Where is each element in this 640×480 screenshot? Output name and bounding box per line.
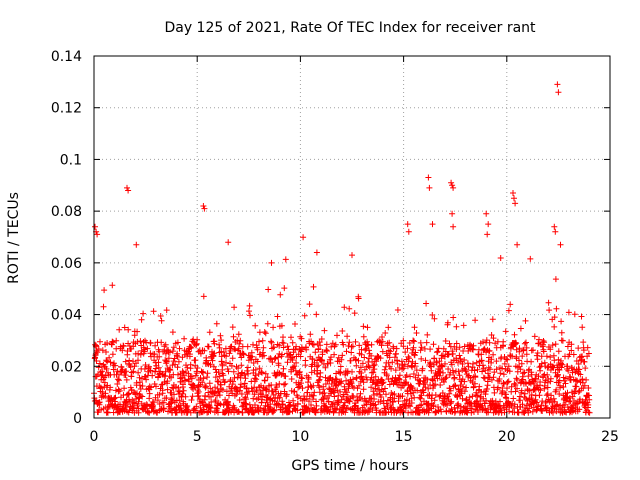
- x-tick-label: 5: [193, 429, 202, 445]
- y-tick-label: 0.06: [51, 256, 82, 272]
- data-point-markers: [91, 81, 593, 416]
- x-tick-label: 20: [498, 429, 516, 445]
- y-tick-label: 0.02: [51, 359, 82, 375]
- y-tick-label: 0.1: [60, 152, 82, 168]
- x-tick-label: 25: [601, 429, 619, 445]
- x-tick-label: 15: [395, 429, 413, 445]
- y-axis-label: ROTI / TECUs: [6, 192, 22, 284]
- axis-ticks: [93, 55, 611, 419]
- data-points: [91, 81, 593, 416]
- y-tick-label: 0.04: [51, 308, 82, 324]
- y-tick-label: 0: [73, 411, 82, 427]
- x-tick-label: 0: [90, 429, 99, 445]
- y-tick-label: 0.14: [51, 49, 82, 65]
- y-tick-labels: 0 0.02 0.04 0.06 0.08 0.1 0.12 0.14: [51, 49, 82, 427]
- x-axis-label: GPS time / hours: [291, 458, 408, 474]
- x-tick-labels: 0 5 10 15 20 25: [90, 429, 619, 445]
- y-tick-label: 0.12: [51, 101, 82, 117]
- y-tick-label: 0.08: [51, 204, 82, 220]
- grid-lines: [94, 56, 610, 418]
- chart-title: Day 125 of 2021, Rate Of TEC Index for r…: [164, 20, 536, 36]
- x-tick-label: 10: [291, 429, 309, 445]
- plot-frame: [93, 55, 611, 419]
